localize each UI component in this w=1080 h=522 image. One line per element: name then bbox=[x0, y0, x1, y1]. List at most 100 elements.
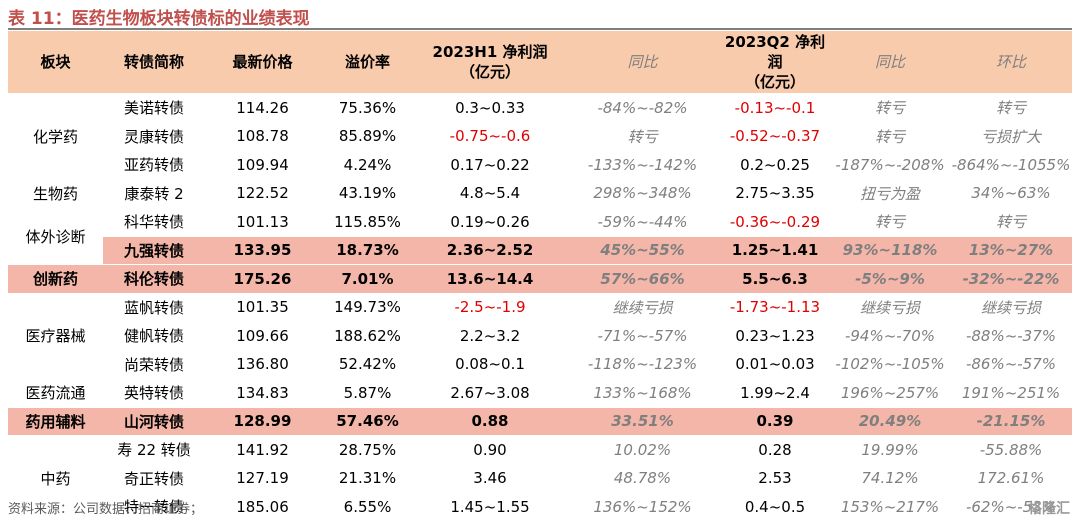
cell: -86%~-57% bbox=[950, 349, 1072, 379]
cell: 转亏 bbox=[830, 93, 950, 122]
cell: -55.88% bbox=[950, 435, 1072, 464]
cell: -0.36~-0.29 bbox=[720, 207, 830, 236]
cell: 2.53 bbox=[720, 463, 830, 493]
header-cell: 转债简称 bbox=[103, 31, 205, 94]
cell: 1.99~2.4 bbox=[720, 378, 830, 407]
cell: 108.78 bbox=[205, 121, 320, 151]
cell: 20.49% bbox=[830, 406, 950, 436]
cell: 转亏 bbox=[950, 93, 1072, 122]
cell: 科华转债 bbox=[103, 207, 205, 236]
table-row: 中药寿 22 转债 141.92 28.75% 0.90 10.02% 0.28 19.99… bbox=[8, 435, 1072, 521]
cell: 28.75% bbox=[320, 435, 415, 464]
cell: 74.12% bbox=[830, 463, 950, 493]
table-row: 体外诊断 科华转债 101.13 115.85% 0.19~0.26 -59%~-44% -… bbox=[8, 207, 1072, 265]
cell: 133%~168% bbox=[565, 378, 720, 407]
table-row: 医疗器械 蓝帆转债 101.35 149.73% -2.5~-1.9 继续亏损 -1.73~… bbox=[8, 292, 1072, 379]
cell: -0.75~-0.6 bbox=[415, 121, 565, 151]
cell: -84%~-82% bbox=[565, 93, 720, 122]
cell: -2.5~-1.9 bbox=[415, 292, 565, 322]
cell: 转亏 bbox=[830, 207, 950, 236]
cell: 109.94 bbox=[205, 150, 320, 179]
cell: 13%~27% bbox=[950, 235, 1072, 265]
cell: -62%~-53% bbox=[950, 492, 1072, 521]
sector-cell: 化学药 bbox=[8, 93, 103, 179]
cell: 转亏 bbox=[950, 207, 1072, 236]
cell: 33.51% bbox=[565, 406, 720, 436]
cell: 134.83 bbox=[205, 378, 320, 407]
cell: -0.52~-0.37 bbox=[720, 121, 830, 151]
cell: 奇正转债 bbox=[103, 463, 205, 493]
table-row: 特一转债 185.06 6.55% 1.45~1.55 136%~152% 0.4~0.5… bbox=[8, 492, 1072, 521]
cell: -21.15% bbox=[950, 406, 1072, 436]
sector-cell: 体外诊断 bbox=[8, 207, 103, 265]
cell: 2.2~3.2 bbox=[415, 321, 565, 350]
cell: 转亏 bbox=[565, 121, 720, 151]
cell: 10.02% bbox=[565, 435, 720, 464]
cell: 亚药转债 bbox=[103, 150, 205, 179]
cell: 19.99% bbox=[830, 435, 950, 464]
cell: 188.62% bbox=[320, 321, 415, 350]
cell: 康泰转 2 bbox=[103, 178, 205, 208]
cell: 3.46 bbox=[415, 463, 565, 493]
cell: 扭亏为盈 bbox=[830, 178, 950, 208]
table-row: 医药流通 英特转债 134.83 5.87% 2.67~3.08 133%~168% 1.9… bbox=[8, 378, 1072, 407]
cell: 85.89% bbox=[320, 121, 415, 151]
header-cell: 同比 bbox=[830, 31, 950, 94]
cell: 转亏 bbox=[830, 121, 950, 151]
table-row: 尚荣转债 136.80 52.42% 0.08~0.1 -118%~-123% 0.01~… bbox=[8, 349, 1072, 379]
table-row: 亚药转债 109.94 4.24% 0.17~0.22 -133%~-142% 0.2~0… bbox=[8, 150, 1072, 179]
cell: 0.08~0.1 bbox=[415, 349, 565, 379]
cell: 298%~348% bbox=[565, 178, 720, 208]
cell: -32%~-22% bbox=[950, 264, 1072, 293]
cell: 101.35 bbox=[205, 292, 320, 322]
cell: 4.24% bbox=[320, 150, 415, 179]
cell: 5.5~6.3 bbox=[720, 264, 830, 293]
cell: -864%~-1055% bbox=[950, 150, 1072, 179]
cell: 0.17~0.22 bbox=[415, 150, 565, 179]
cell: 山河转债 bbox=[103, 406, 205, 436]
cell: 美诺转债 bbox=[103, 93, 205, 122]
header-cell: 最新价格 bbox=[205, 31, 320, 94]
cell: 136%~152% bbox=[565, 492, 720, 521]
header-cell: 溢价率 bbox=[320, 31, 415, 94]
cell: 蓝帆转债 bbox=[103, 292, 205, 322]
cell: 5.87% bbox=[320, 378, 415, 407]
cell: -133%~-142% bbox=[565, 150, 720, 179]
cell: 101.13 bbox=[205, 207, 320, 236]
cell: -59%~-44% bbox=[565, 207, 720, 236]
header-cell: 环比 bbox=[950, 31, 1072, 94]
cell: 0.28 bbox=[720, 435, 830, 464]
cell: 英特转债 bbox=[103, 378, 205, 407]
cell: 57.46% bbox=[320, 406, 415, 436]
cell: 149.73% bbox=[320, 292, 415, 322]
cell: 2.75~3.35 bbox=[720, 178, 830, 208]
header-cell: 2023Q2 净利润 （亿元） bbox=[720, 31, 830, 94]
cell: 0.88 bbox=[415, 406, 565, 436]
cell: 特一转债 bbox=[103, 492, 205, 521]
cell: 九强转债 bbox=[103, 235, 205, 265]
cell: 109.66 bbox=[205, 321, 320, 350]
cell: 0.3~0.33 bbox=[415, 93, 565, 122]
table-row: 健帆转债 109.66 188.62% 2.2~3.2 -71%~-57% 0.23~1.… bbox=[8, 321, 1072, 350]
cell: 93%~118% bbox=[830, 235, 950, 265]
cell: 172.61% bbox=[950, 463, 1072, 493]
table-row: 灵康转债 108.78 85.89% -0.75~-0.6 转亏 -0.52~-0.37 转… bbox=[8, 121, 1072, 151]
cell: 7.01% bbox=[320, 264, 415, 293]
sector-cell: 创新药 bbox=[8, 264, 103, 293]
cell: 141.92 bbox=[205, 435, 320, 464]
cell: 196%~257% bbox=[830, 378, 950, 407]
cell: 43.19% bbox=[320, 178, 415, 208]
cell: -102%~-105% bbox=[830, 349, 950, 379]
cell: 0.23~1.23 bbox=[720, 321, 830, 350]
cell: 48.78% bbox=[565, 463, 720, 493]
cell: 科伦转债 bbox=[103, 264, 205, 293]
cell: 18.73% bbox=[320, 235, 415, 265]
cell: 继续亏损 bbox=[830, 292, 950, 322]
header-cell: 板块 bbox=[8, 31, 103, 94]
cell: 2.36~2.52 bbox=[415, 235, 565, 265]
cell: 4.8~5.4 bbox=[415, 178, 565, 208]
cell: 133.95 bbox=[205, 235, 320, 265]
cell: 122.52 bbox=[205, 178, 320, 208]
sector-cell: 生物药 bbox=[8, 178, 103, 208]
